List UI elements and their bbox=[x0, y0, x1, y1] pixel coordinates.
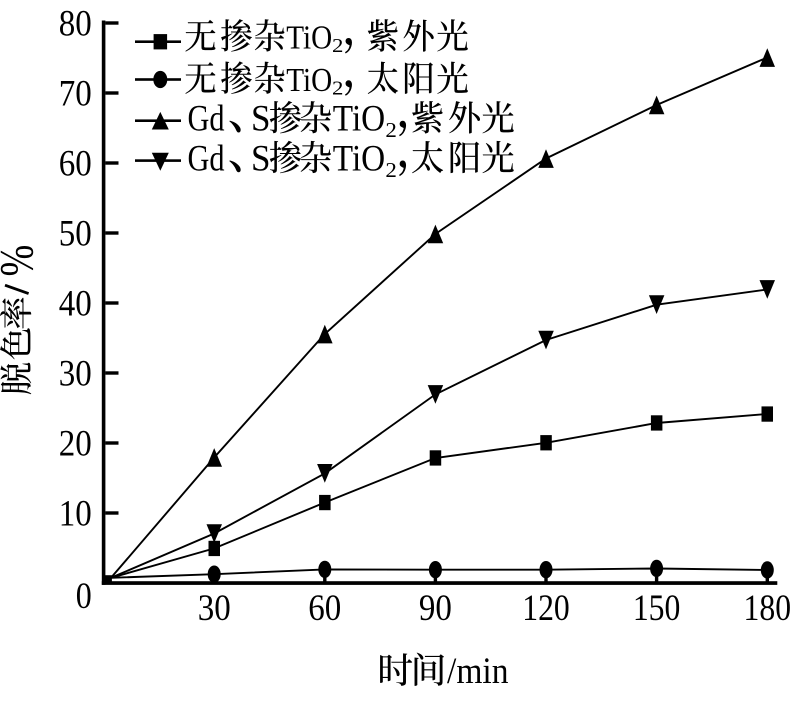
svg-text:10: 10 bbox=[59, 493, 92, 534]
svg-text:30: 30 bbox=[198, 588, 231, 629]
svg-text:TiO: TiO bbox=[286, 62, 332, 99]
svg-text:40: 40 bbox=[59, 283, 92, 324]
svg-text:2: 2 bbox=[332, 77, 343, 99]
svg-text:30: 30 bbox=[59, 353, 92, 394]
svg-text:S: S bbox=[251, 137, 271, 178]
svg-text:Gd: Gd bbox=[188, 137, 225, 178]
svg-text:S: S bbox=[251, 98, 271, 139]
svg-text:60: 60 bbox=[308, 588, 341, 629]
svg-text:/min: /min bbox=[447, 651, 509, 692]
svg-text:TiO: TiO bbox=[333, 98, 385, 139]
svg-text:50: 50 bbox=[59, 213, 92, 254]
svg-text:70: 70 bbox=[59, 73, 92, 114]
svg-text:TiO: TiO bbox=[286, 20, 332, 57]
svg-text:20: 20 bbox=[59, 423, 92, 464]
svg-text:180: 180 bbox=[744, 588, 792, 629]
svg-text:2: 2 bbox=[332, 35, 343, 57]
svg-text:150: 150 bbox=[633, 588, 681, 629]
svg-text:%: % bbox=[0, 245, 44, 277]
svg-text:0: 0 bbox=[76, 576, 92, 617]
svg-text:2: 2 bbox=[385, 158, 397, 182]
svg-text:80: 80 bbox=[59, 3, 92, 44]
svg-text:120: 120 bbox=[522, 588, 570, 629]
svg-text:Gd: Gd bbox=[188, 98, 225, 139]
svg-text:TiO: TiO bbox=[333, 137, 385, 178]
svg-text:60: 60 bbox=[59, 143, 92, 184]
svg-text:90: 90 bbox=[419, 588, 452, 629]
svg-text:2: 2 bbox=[385, 118, 397, 142]
